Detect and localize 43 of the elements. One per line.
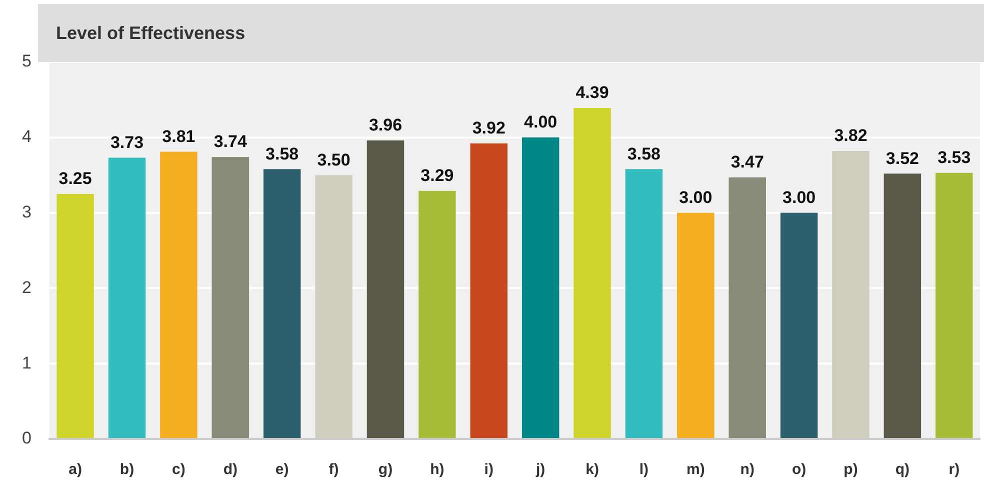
y-tick-label: 4 [22, 127, 32, 146]
data-label: 3.50 [317, 150, 350, 170]
y-tick-label: 0 [22, 428, 32, 448]
x-tick-label: g) [378, 461, 393, 478]
x-tick-label: q) [895, 461, 910, 478]
x-tick-label: h) [430, 461, 444, 478]
x-tick-label: m) [686, 461, 705, 478]
data-label: 4.39 [576, 83, 609, 102]
x-tick-label: c) [172, 461, 186, 478]
data-label: 3.47 [730, 152, 764, 172]
x-tick-label: o) [792, 461, 806, 478]
x-tick-label: i) [484, 461, 494, 478]
data-label: 3.74 [214, 132, 248, 152]
x-tick-label: p) [844, 461, 858, 478]
y-tick-label: 5 [22, 52, 32, 71]
data-label: 3.81 [162, 126, 196, 146]
data-label: 3.92 [472, 118, 506, 138]
x-tick-label: f) [328, 461, 339, 478]
x-tick-label: k) [586, 461, 599, 478]
x-tick-label: e) [275, 461, 289, 478]
y-tick-label: 1 [22, 353, 32, 372]
data-label: 4.00 [524, 112, 558, 132]
data-label: 3.00 [679, 188, 712, 207]
data-label: 3.96 [368, 116, 402, 135]
data-label: 3.58 [266, 144, 299, 164]
chart-title: Level of Effectiveness [38, 4, 984, 62]
x-tick-label: l) [639, 461, 649, 478]
x-tick-label: b) [120, 461, 134, 478]
x-tick-label: j) [534, 461, 546, 478]
data-label: 3.73 [110, 132, 144, 152]
data-label: 3.25 [58, 169, 92, 188]
x-tick-label: a) [68, 461, 82, 478]
y-tick-label: 3 [22, 202, 32, 222]
data-label: 3.82 [834, 126, 868, 146]
data-label: 3.58 [627, 144, 661, 164]
x-tick-label: d) [223, 461, 238, 478]
data-label: 3.29 [420, 166, 454, 186]
y-tick-label: 2 [22, 278, 32, 297]
data-label: 3.53 [938, 148, 971, 168]
data-label: 3.52 [886, 148, 919, 168]
x-tick-label: n) [740, 461, 754, 478]
x-tick-label: r) [948, 461, 960, 478]
data-label: 3.00 [782, 188, 816, 207]
